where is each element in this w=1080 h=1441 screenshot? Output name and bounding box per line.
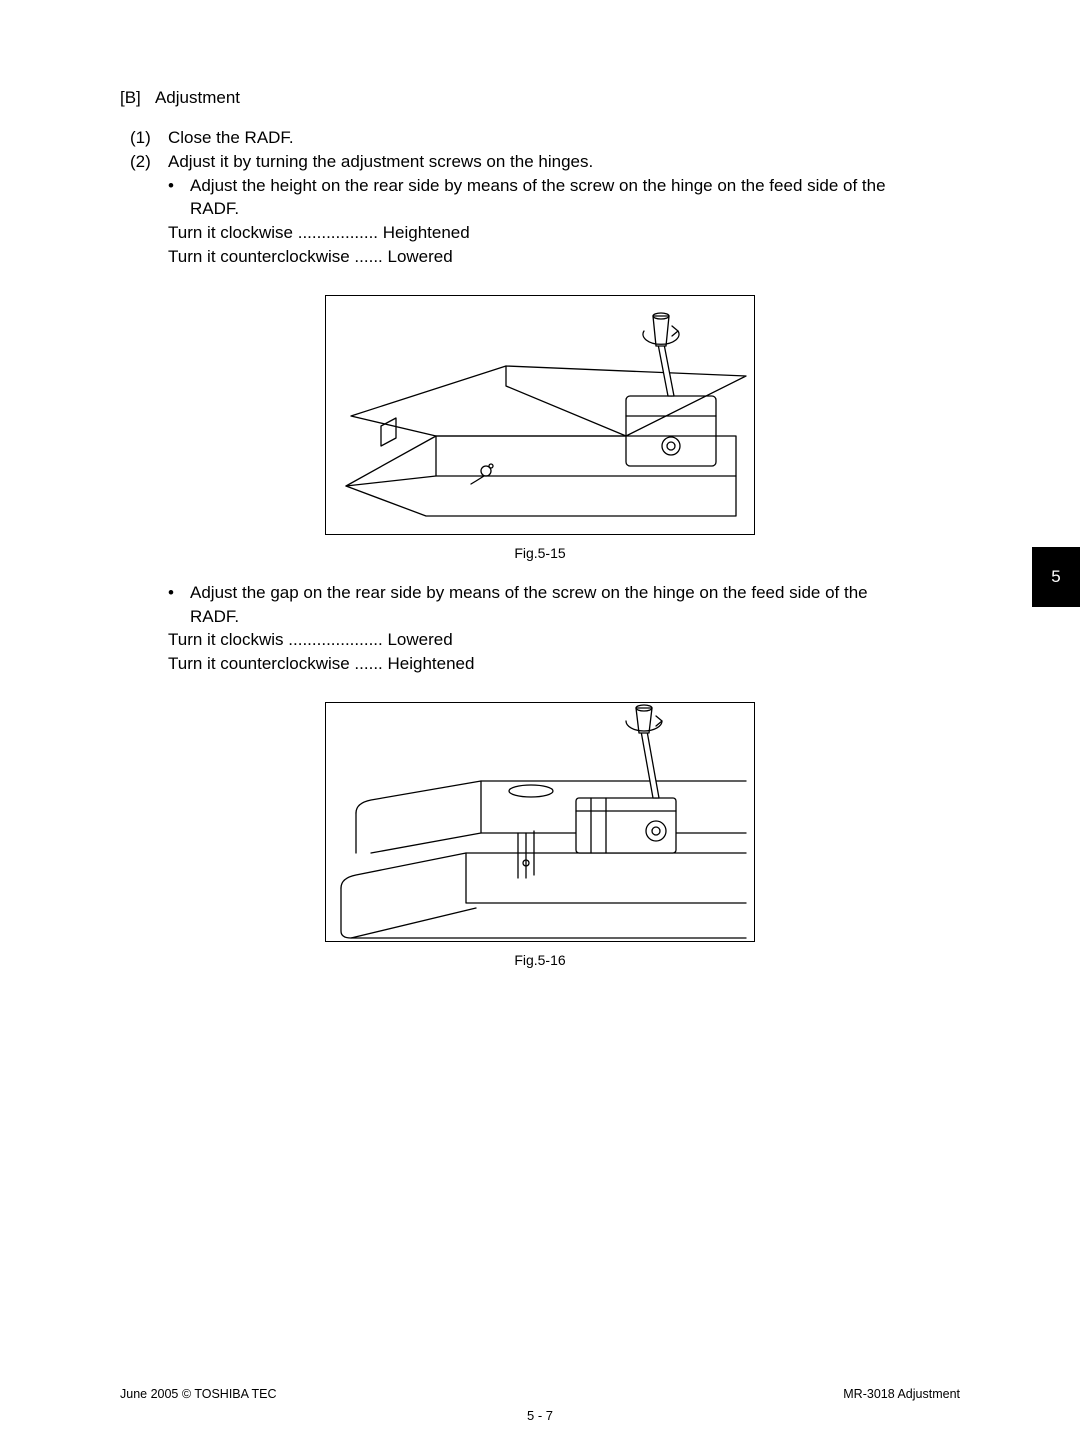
bullet-dot: • [168, 581, 190, 605]
page-number: 5 - 7 [0, 1408, 1080, 1423]
sub-bullet-2: • Adjust the gap on the rear side by mea… [168, 581, 960, 605]
bullet-text-line2: RADF. [190, 605, 960, 629]
step-text: Close the RADF. [168, 126, 960, 150]
footer-right: MR-3018 Adjustment [843, 1387, 960, 1401]
step-2: (2) Adjust it by turning the adjustment … [130, 150, 960, 174]
sub-bullet-1: • Adjust the height on the rear side by … [168, 174, 960, 198]
step-text: Adjust it by turning the adjustment scre… [168, 150, 960, 174]
bullet-text-line1: Adjust the height on the rear side by me… [190, 174, 886, 198]
footer-left: June 2005 © TOSHIBA TEC [120, 1387, 277, 1401]
chapter-tab: 5 [1032, 547, 1080, 607]
page-footer: June 2005 © TOSHIBA TEC MR-3018 Adjustme… [120, 1387, 960, 1401]
turn-counterclockwise-2: Turn it counterclockwise ...... Heighten… [168, 652, 960, 676]
step-number: (1) [130, 126, 168, 150]
turn-counterclockwise-1: Turn it counterclockwise ...... Lowered [168, 245, 960, 269]
section-label: [B] [120, 88, 141, 107]
step-1: (1) Close the RADF. [130, 126, 960, 150]
bullet-dot: • [168, 174, 190, 198]
bullet-text-line1: Adjust the gap on the rear side by means… [190, 581, 868, 605]
section-heading: [B] Adjustment [120, 88, 960, 108]
figure-5-15 [325, 295, 755, 535]
turn-clockwise-2: Turn it clockwis .................... Lo… [168, 628, 960, 652]
turn-clockwise-1: Turn it clockwise ................. Heig… [168, 221, 960, 245]
chapter-number: 5 [1051, 567, 1060, 587]
figure-caption-1: Fig.5-15 [120, 545, 960, 561]
bullet-text-line2: RADF. [190, 197, 960, 221]
sub-section-2: • Adjust the gap on the rear side by mea… [130, 581, 960, 676]
section-title: Adjustment [155, 88, 240, 107]
step-list: (1) Close the RADF. (2) Adjust it by tur… [130, 126, 960, 269]
figure-5-16 [325, 702, 755, 942]
figure-caption-2: Fig.5-16 [120, 952, 960, 968]
step-number: (2) [130, 150, 168, 174]
